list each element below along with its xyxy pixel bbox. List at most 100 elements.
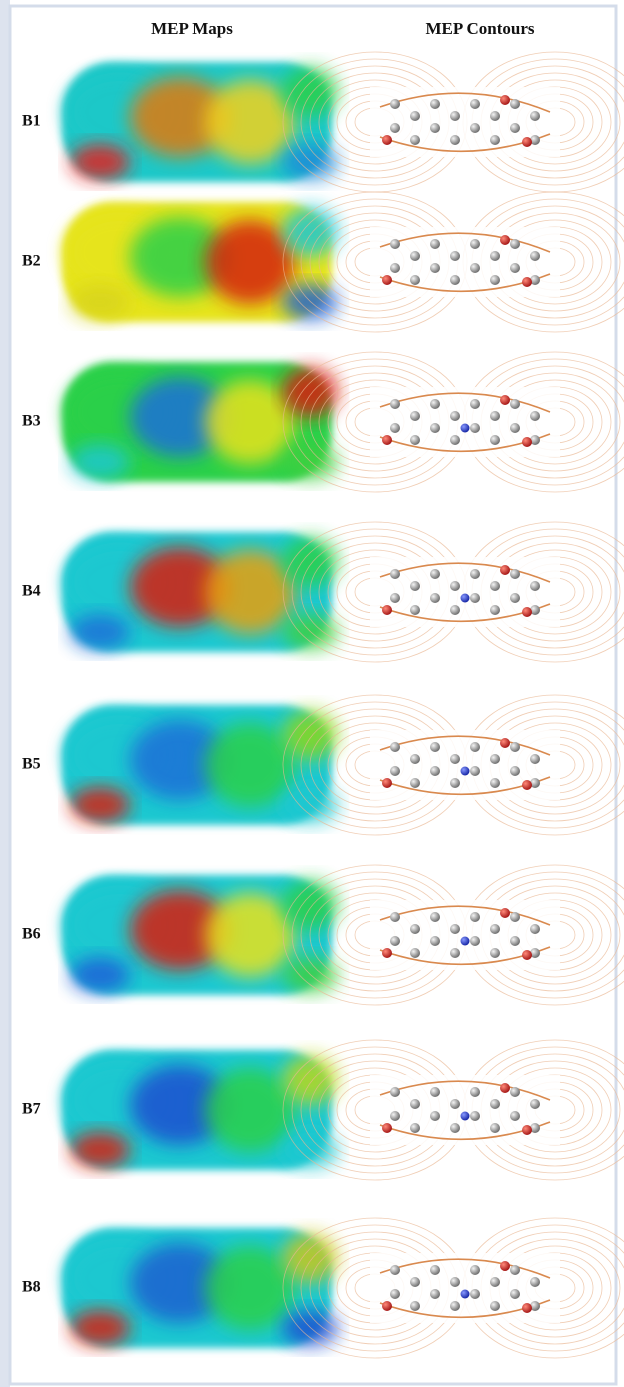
atom [430, 593, 440, 603]
atom [390, 263, 400, 273]
atom [430, 1289, 440, 1299]
map-region [282, 1233, 338, 1283]
atom [450, 1301, 460, 1311]
atom [490, 778, 500, 788]
atom [390, 912, 400, 922]
atom [490, 251, 500, 261]
atom [470, 423, 480, 433]
atom [530, 581, 540, 591]
atom [500, 738, 510, 748]
mep-map [62, 705, 338, 825]
atom [382, 1123, 392, 1133]
atom [450, 948, 460, 958]
atom [390, 1265, 400, 1275]
atom [382, 1301, 392, 1311]
atom [530, 411, 540, 421]
contour-fill [370, 227, 560, 297]
row-label: B7 [22, 1101, 41, 1118]
atom [382, 275, 392, 285]
contour-fill [370, 557, 560, 627]
atom [490, 275, 500, 285]
atom [430, 239, 440, 249]
atom [382, 135, 392, 145]
atom [430, 912, 440, 922]
mep-map [62, 62, 338, 182]
atom [430, 423, 440, 433]
atom [461, 594, 470, 603]
map-region [205, 1068, 295, 1152]
atom [410, 135, 420, 145]
atom [510, 239, 520, 249]
atom [490, 435, 500, 445]
atom [470, 936, 480, 946]
atom [490, 581, 500, 591]
atom [450, 411, 460, 421]
map-region [70, 1132, 130, 1168]
atom [430, 742, 440, 752]
atom [522, 950, 532, 960]
atom [522, 437, 532, 447]
atom [470, 742, 480, 752]
atom [410, 1123, 420, 1133]
atom [450, 581, 460, 591]
map-region [205, 80, 295, 164]
atom [510, 593, 520, 603]
map-region [205, 380, 295, 464]
atom [500, 565, 510, 575]
atom [390, 399, 400, 409]
atom [500, 1083, 510, 1093]
mep-map [62, 362, 338, 482]
map-region [282, 207, 338, 257]
atom [450, 924, 460, 934]
atom [450, 111, 460, 121]
atom [470, 593, 480, 603]
atom [390, 99, 400, 109]
map-region [205, 220, 295, 304]
atom [410, 754, 420, 764]
atom [510, 912, 520, 922]
row-label: B5 [22, 756, 41, 773]
row-label: B2 [22, 253, 41, 270]
map-region [70, 444, 130, 480]
map-region [205, 1246, 295, 1330]
atom [522, 137, 532, 147]
atom [410, 948, 420, 958]
atom [490, 605, 500, 615]
contour-fill [370, 900, 560, 970]
atom [450, 275, 460, 285]
atom [530, 1099, 540, 1109]
atom [510, 936, 520, 946]
atom [510, 263, 520, 273]
atom [410, 251, 420, 261]
column-header: MEP Maps [151, 19, 233, 38]
map-region [70, 284, 130, 320]
atom [410, 924, 420, 934]
map-region [205, 723, 295, 807]
mep-map [62, 875, 338, 995]
contour-fill [370, 730, 560, 800]
atom [510, 1087, 520, 1097]
atom [450, 778, 460, 788]
atom [461, 937, 470, 946]
atom [510, 742, 520, 752]
atom [410, 435, 420, 445]
atom [500, 908, 510, 918]
row-label: B6 [22, 926, 41, 943]
atom [500, 395, 510, 405]
contour-fill [370, 1253, 560, 1323]
atom [522, 780, 532, 790]
atom [450, 435, 460, 445]
atom [461, 1112, 470, 1121]
atom [490, 1123, 500, 1133]
atom [530, 754, 540, 764]
column-header: MEP Contours [425, 19, 534, 38]
atom [410, 581, 420, 591]
atom [390, 569, 400, 579]
mep-map [62, 1050, 338, 1170]
atom [450, 1099, 460, 1109]
atom [470, 1087, 480, 1097]
atom [470, 1111, 480, 1121]
atom [430, 766, 440, 776]
atom [510, 569, 520, 579]
atom [390, 123, 400, 133]
